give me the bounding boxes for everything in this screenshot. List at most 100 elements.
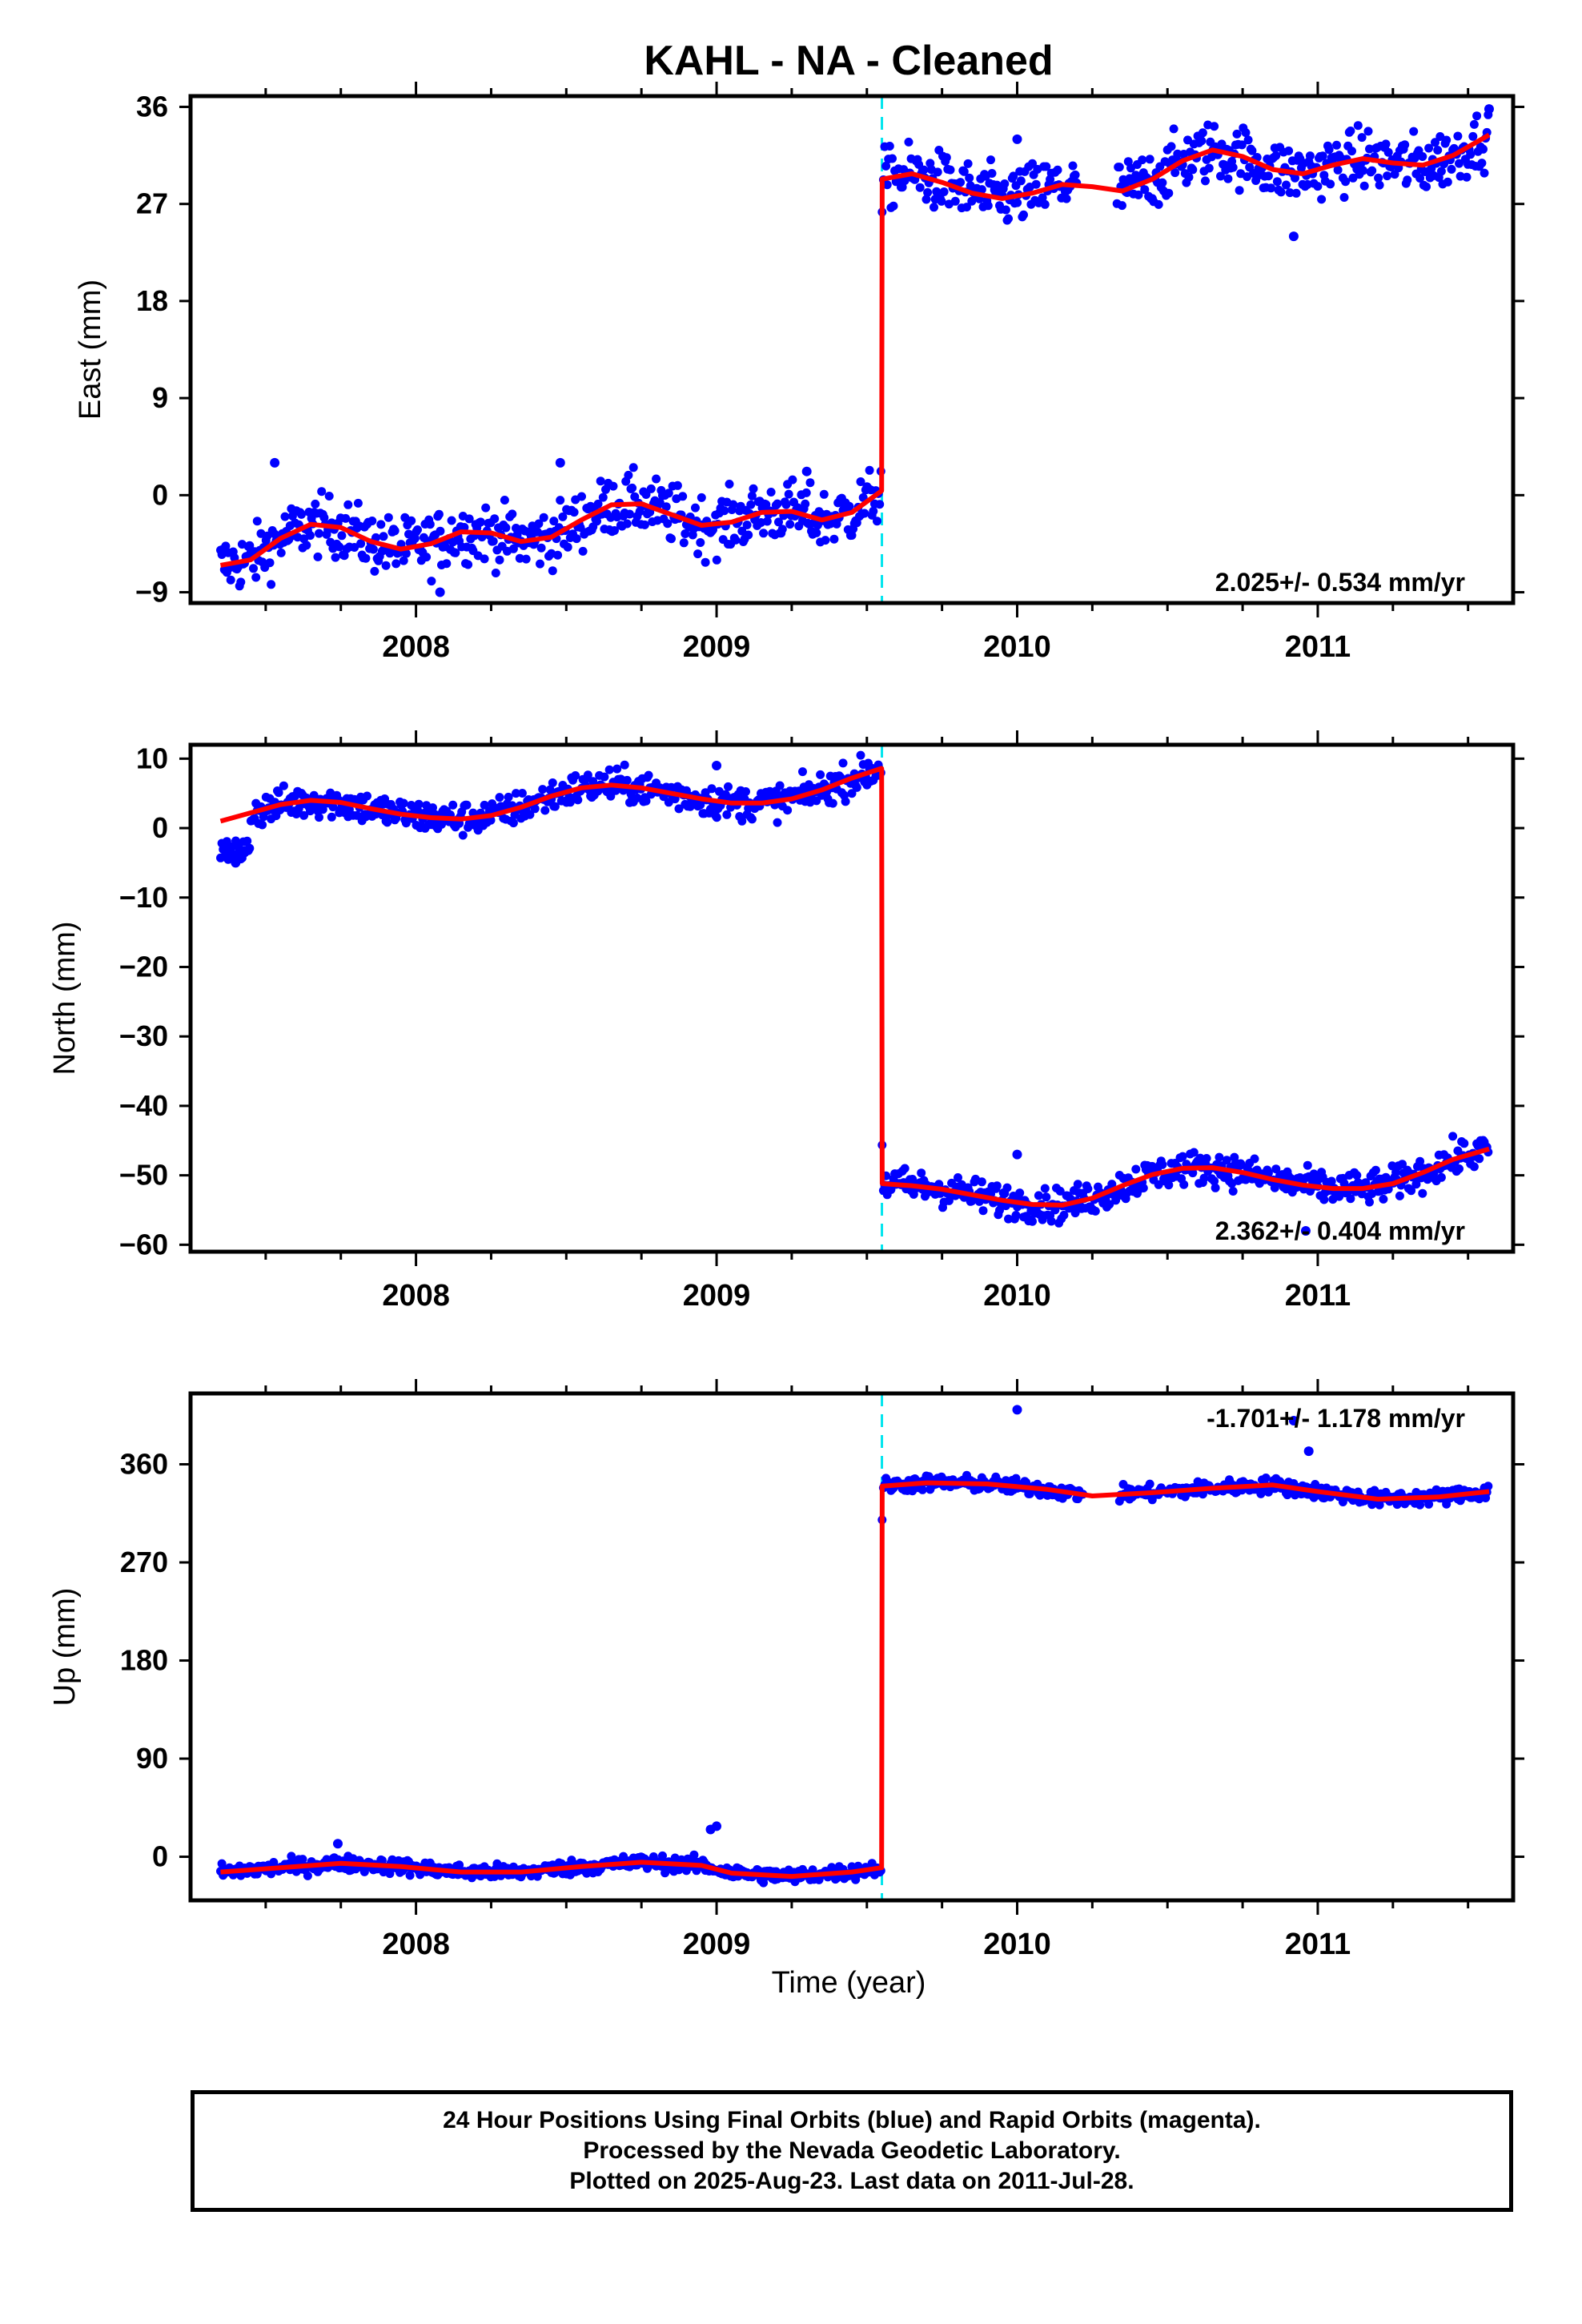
data-point <box>720 506 729 516</box>
data-point <box>1158 1160 1167 1169</box>
data-point <box>983 201 993 211</box>
x-tick-label: 2009 <box>683 1279 751 1313</box>
data-point <box>667 534 676 544</box>
data-point <box>399 556 408 565</box>
data-point <box>909 1189 918 1199</box>
data-point <box>962 203 971 212</box>
data-point <box>1359 166 1368 175</box>
data-point <box>1114 163 1124 172</box>
data-point <box>525 810 535 819</box>
data-point <box>508 818 518 828</box>
data-point <box>881 161 891 171</box>
outlier-point <box>231 858 241 868</box>
data-point <box>1479 144 1488 154</box>
data-point <box>512 530 522 540</box>
data-point <box>361 553 371 563</box>
data-point <box>784 489 793 499</box>
data-point <box>1031 179 1041 189</box>
data-point <box>1179 1180 1189 1189</box>
data-point <box>303 1871 312 1880</box>
data-point <box>641 490 651 499</box>
data-point <box>339 551 349 561</box>
data-point <box>630 492 640 501</box>
data-point <box>762 517 772 526</box>
data-point <box>315 813 323 822</box>
data-point <box>437 819 446 829</box>
data-point <box>1455 159 1464 168</box>
data-point <box>788 475 797 485</box>
data-point <box>865 465 874 475</box>
data-point <box>1462 172 1472 182</box>
data-point <box>1324 145 1334 155</box>
data-point <box>747 814 757 824</box>
data-point <box>252 517 262 526</box>
x-tick-label: 2010 <box>983 630 1051 664</box>
data-point <box>1015 1188 1025 1198</box>
data-point <box>337 531 347 541</box>
data-point <box>801 499 810 509</box>
y-tick-label: −30 <box>119 1019 168 1052</box>
data-point <box>217 1859 227 1868</box>
data-point <box>1313 182 1323 191</box>
data-point <box>1398 1160 1407 1169</box>
data-point <box>622 519 632 529</box>
data-point <box>1407 1186 1416 1196</box>
y-tick-label: 270 <box>120 1546 168 1578</box>
x-tick-label: 2009 <box>683 630 751 664</box>
data-point <box>869 506 878 516</box>
data-point <box>495 555 504 565</box>
data-point <box>1271 151 1281 160</box>
data-point <box>1442 135 1452 145</box>
data-point <box>1250 1154 1259 1164</box>
data-point <box>1367 166 1377 175</box>
data-point <box>625 509 634 519</box>
data-point <box>1439 159 1449 169</box>
data-point <box>545 785 555 794</box>
data-point <box>1375 180 1384 190</box>
data-point <box>1170 168 1180 178</box>
y-tick-label: 360 <box>120 1447 168 1480</box>
model-fit-line <box>219 132 1491 568</box>
data-point <box>746 500 756 509</box>
data-point <box>1423 1175 1432 1184</box>
y-axis-label: Up (mm) <box>48 1588 82 1707</box>
data-point <box>1184 172 1194 182</box>
data-point <box>390 526 400 536</box>
data-point <box>1131 1164 1141 1174</box>
data-point <box>932 187 942 196</box>
data-point <box>1469 119 1479 129</box>
outlier-point <box>1012 134 1022 144</box>
data-point <box>558 512 568 521</box>
data-point <box>1482 127 1492 137</box>
data-point <box>1387 1161 1397 1171</box>
data-point <box>1460 1139 1469 1148</box>
data-point <box>363 791 371 801</box>
data-point <box>1395 1191 1404 1200</box>
data-point <box>318 805 327 814</box>
data-point <box>578 546 588 556</box>
data-point <box>377 1856 387 1865</box>
data-point <box>742 521 752 529</box>
data-point <box>553 550 563 560</box>
data-point <box>572 534 581 544</box>
data-point <box>327 812 336 822</box>
data-point <box>350 543 359 552</box>
data-point <box>889 201 898 211</box>
data-point <box>1415 174 1425 183</box>
data-point <box>1228 1187 1238 1196</box>
data-point <box>655 498 665 507</box>
outlier-point <box>222 850 232 861</box>
data-point <box>1059 1210 1069 1220</box>
data-point <box>1400 140 1410 150</box>
data-point <box>1418 1188 1427 1198</box>
data-point <box>1169 124 1178 134</box>
data-point <box>226 575 235 585</box>
data-point <box>885 142 894 151</box>
data-point <box>1107 1180 1117 1189</box>
model-fit-line <box>219 766 1490 1208</box>
y-tick-label: 36 <box>136 90 168 123</box>
data-point <box>1028 159 1037 168</box>
data-point <box>783 806 793 815</box>
data-point <box>1243 135 1253 145</box>
data-point <box>313 552 323 561</box>
